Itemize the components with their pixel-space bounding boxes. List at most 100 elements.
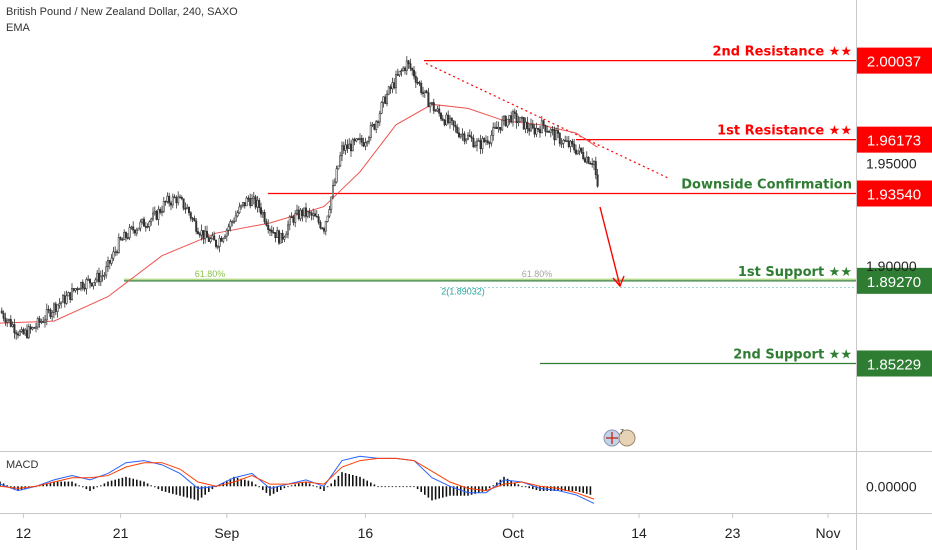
candle-body — [418, 82, 421, 84]
candle-body — [340, 145, 343, 157]
macd-histogram-bar — [413, 486, 415, 488]
candle-body — [56, 304, 59, 312]
candle-body — [571, 140, 574, 145]
candle-body — [184, 208, 187, 210]
candle-body — [466, 134, 469, 140]
level-value-box — [857, 267, 932, 294]
macd-histogram-bar — [337, 475, 340, 487]
macd-histogram-bar — [179, 486, 181, 496]
macd-histogram-bar — [100, 485, 102, 487]
candle-body — [481, 138, 484, 150]
candle-body — [308, 211, 311, 214]
candle-body — [249, 198, 252, 207]
candle-body — [591, 163, 594, 165]
candle-body — [128, 227, 131, 239]
candle-body — [400, 70, 403, 72]
macd-histogram-bar — [42, 484, 44, 487]
candle-body — [380, 102, 383, 114]
macd-histogram-bar — [254, 484, 257, 487]
macd-histogram-bar — [251, 481, 253, 487]
candle-body — [393, 82, 396, 89]
macd-histogram-bar — [388, 486, 390, 488]
macd-histogram-bar — [301, 482, 304, 487]
candle-body — [299, 209, 302, 220]
candle-body — [25, 329, 28, 338]
macd-histogram-bar — [377, 486, 379, 488]
time-tick-label: Sep — [214, 525, 239, 541]
candle-body — [24, 329, 27, 335]
candle-body — [330, 196, 333, 210]
candle-body — [499, 127, 502, 131]
candle-body — [155, 211, 158, 220]
candle-body — [513, 111, 516, 114]
candle-body — [218, 237, 221, 247]
level-value-box — [857, 126, 932, 153]
candle-body — [510, 115, 513, 123]
candle-body — [139, 221, 142, 229]
macd-histogram-bar — [132, 478, 134, 487]
macd-histogram-bar — [85, 486, 88, 490]
macd-histogram-bar — [186, 486, 188, 498]
macd-histogram-bar — [146, 483, 149, 487]
candle-body — [538, 129, 541, 134]
candle-body — [286, 224, 289, 235]
candle-body — [285, 233, 288, 238]
macd-histogram-bar — [481, 486, 484, 492]
candle-body — [484, 140, 487, 142]
candle-body — [134, 229, 137, 234]
macd-histogram-bar — [89, 486, 91, 491]
candle-body — [526, 121, 529, 129]
candle-body — [580, 147, 583, 153]
macd-histogram-bar — [283, 486, 286, 489]
candle-body — [74, 288, 77, 291]
macd-histogram-bar — [114, 479, 116, 487]
candle-body — [204, 230, 207, 240]
macd-histogram-bar — [582, 486, 584, 493]
candle-body — [502, 116, 505, 121]
macd-histogram-bar — [305, 481, 307, 487]
macd-histogram-bar — [341, 472, 343, 487]
macd-histogram-bar — [258, 486, 260, 488]
candle-body — [224, 235, 227, 239]
candle-body — [112, 251, 115, 259]
candle-body — [177, 196, 180, 204]
candle-body — [38, 318, 41, 323]
candle-body — [337, 165, 340, 170]
candle-body — [180, 197, 183, 200]
macd-histogram-bar — [316, 486, 318, 488]
candle-body — [319, 222, 322, 229]
candle-body — [540, 120, 543, 134]
candle-body — [0, 310, 3, 314]
candle-body — [528, 128, 531, 132]
candle-body — [254, 196, 257, 208]
candle-body — [162, 201, 165, 212]
macd-histogram-bar — [517, 484, 520, 487]
macd-histogram-bar — [236, 477, 239, 487]
candle-body — [123, 232, 126, 240]
macd-histogram-bar — [150, 485, 152, 487]
macd-histogram-bar — [244, 479, 246, 487]
time-tick-label: Oct — [502, 525, 524, 541]
candle-body — [321, 227, 324, 230]
macd-histogram-bar — [60, 481, 62, 487]
candle-body — [36, 318, 39, 328]
candle-body — [398, 70, 401, 76]
candle-body — [33, 327, 36, 329]
candle-body — [34, 326, 37, 329]
candle-body — [322, 228, 325, 232]
candle-body — [344, 144, 347, 151]
macd-histogram-bar — [564, 486, 566, 491]
time-tick-label: 23 — [725, 525, 741, 541]
macd-histogram-bar — [161, 486, 163, 491]
candle-body — [312, 213, 315, 216]
macd-histogram-bar — [560, 486, 563, 491]
macd-histogram-bar — [380, 486, 383, 488]
macd-histogram-bar — [118, 478, 120, 487]
candle-body — [582, 152, 585, 159]
candle-body — [472, 137, 475, 148]
macd-histogram-bar — [409, 486, 412, 488]
macd-histogram-bar — [197, 486, 199, 501]
candle-body — [486, 140, 489, 144]
candle-body — [279, 232, 282, 244]
level-value-text: 1.96173 — [867, 133, 921, 150]
